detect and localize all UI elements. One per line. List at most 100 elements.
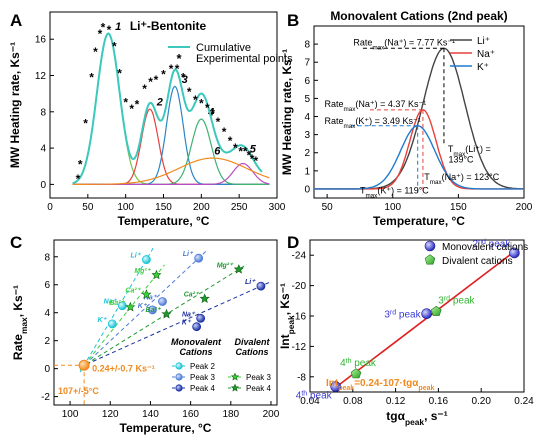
point-label: Li⁺ [245,279,256,286]
x-tick-label: 300 [269,202,286,213]
experimental-point: * [187,85,192,99]
y-tick-label: 16 [35,35,47,46]
y-tick-label: 6 [304,76,310,87]
cumulative-curve [72,32,263,185]
legend-entry-label: Peak 3 [246,373,271,382]
y-tick-label: 2 [44,336,50,347]
experimental-point: * [101,20,106,34]
x-tick-label: 0.20 [471,396,491,407]
peak-number-6: 6 [214,145,221,157]
component-peak-6 [72,157,270,185]
legend-label-Li⁺: Li⁺ [477,36,490,47]
x-tick-label: 120 [102,409,119,420]
x-tick-label: 50 [322,202,334,213]
experimental-point: * [129,102,134,116]
x-tick-label: 160 [182,409,199,420]
data-point [148,305,157,315]
experimental-point: * [253,154,258,168]
legend-entry-label: Peak 4 [246,384,271,393]
panel-a-title: Li⁺-Bentonite [130,19,207,33]
x-tick-label: 0.08 [343,396,363,407]
x-tick-label: 0.04 [300,396,320,407]
fit-line-divalent-peak-4 [79,263,248,369]
data-point [196,313,206,323]
data-point-monovalent [421,308,432,320]
experimental-point: * [205,101,210,115]
panel-b-chart: 50 100 150 200 0 1 2 3 4 5 6 7 8 Temperature, °C MW He… [280,9,533,228]
point-label: Na⁺ [104,299,118,306]
experimental-point: * [175,62,180,76]
panel-label-c: C [10,233,22,252]
data-point [125,301,136,312]
curve-K⁺ [314,125,524,190]
legend-swatch-marker [230,372,240,381]
y-tick-label: -12 [292,342,307,353]
y-tick-label: 7 [304,58,310,69]
experimental-point: * [123,96,128,110]
fit-line-divalent-peak-3 [79,264,165,371]
x-tick-label: 140 [142,409,159,420]
component-peak-3 [72,85,270,185]
experimental-point: * [210,107,215,121]
fit-line-monovalent-peak-2 [79,245,155,373]
annotation-tmax-na: Tmax(Na⁺) = 123°C [424,172,500,186]
x-tick-label: 250 [231,202,248,213]
y-tick-label: 3 [304,130,310,141]
experimental-point: * [83,117,88,131]
data-point-monovalent [330,381,341,392]
panel-d-chart: 0.04 0.08 0.12 0.16 0.20 0.24 -8 -12 -16 -20 -24 tg… [278,238,534,427]
legend-title-divalent-2: Cations [235,347,268,357]
point-label: 3rd peak [438,295,475,307]
plot-frame [53,239,278,406]
point-label: 4th peak [296,390,333,402]
experimental-point: * [193,93,198,107]
y-tick-label: 4 [44,308,50,319]
x-tick-label: 100 [62,409,79,420]
point-label: Ca²⁺ [125,288,141,295]
experimental-point: * [199,97,204,111]
experimental-point: * [89,70,94,84]
experimental-point: * [107,23,112,37]
y-tick-label: 8 [44,252,50,263]
experimental-point: * [76,172,81,186]
point-label: 3rd peak [384,309,421,321]
data-point [151,269,162,280]
legend-label-monovalent: Monovalent cations [442,242,528,253]
data-point [199,293,210,304]
experimental-point: * [222,125,227,139]
annotation-rate-li: Ratemax(Na⁺) = 7.77 Ks⁻¹ [353,37,455,51]
experimental-point: * [169,62,174,76]
panel-label-b: B [287,11,299,30]
data-point [161,308,172,319]
y-tick-label: 5 [304,94,310,105]
experimental-point: * [238,145,243,159]
y-tick-label: -2 [41,392,50,403]
panel-label-a: A [10,11,22,30]
y-tick-label: 2 [304,148,310,159]
data-point [158,297,167,306]
experimental-point: * [243,145,248,159]
x-tick-label: 0.12 [386,396,406,407]
legend-swatch-marker [230,383,240,392]
y-tick-label: 6 [44,280,50,291]
x-tick-label: 180 [222,409,239,420]
data-point [194,253,204,263]
legend-swatch-marker [175,362,183,370]
x-tick-label: 150 [155,202,172,213]
experimental-point: * [216,115,221,129]
peak-number-4: 4 [207,106,214,118]
x-tick-label: 200 [516,202,533,213]
panel-label-d: D [287,233,299,252]
legend-entry-label: Peak 3 [190,373,215,382]
annotation-rate-k: Ratemax(K⁺) = 3.49 Ks⁻¹ [325,116,421,130]
data-point [141,289,152,299]
experimental-point: * [142,82,147,96]
point-label: Li⁺ [183,251,194,258]
intersection-point [78,359,90,371]
y-tick-label: -20 [292,281,307,292]
x-axis-title: tgαpeak, s⁻¹ [386,409,447,427]
point-label: 4th peak [340,357,377,369]
legend-title-monovalent: Monovalent [171,337,222,347]
peak-number-3: 3 [182,74,188,86]
